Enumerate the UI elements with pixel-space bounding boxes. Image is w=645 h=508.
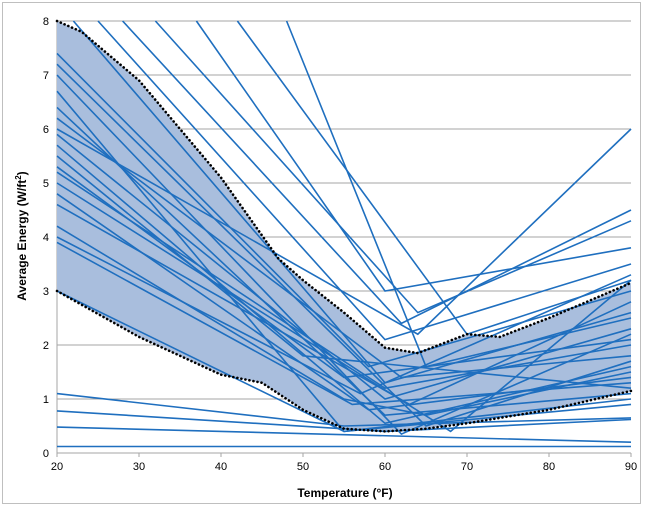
series-line	[56, 241, 632, 406]
series-line	[97, 20, 632, 341]
series-line	[56, 236, 632, 395]
series-line	[56, 182, 632, 433]
series-line	[122, 20, 632, 325]
y-tick-label: 6	[43, 124, 49, 136]
y-tick-label: 4	[43, 232, 49, 244]
series-line	[56, 90, 632, 433]
x-tick-label: 50	[297, 461, 309, 473]
x-tick-label: 90	[625, 461, 637, 473]
series-line	[56, 74, 632, 436]
series-line	[56, 392, 632, 427]
upper-bound-line	[55, 19, 633, 355]
y-tick-label: 1	[43, 394, 49, 406]
range-band	[57, 21, 631, 432]
series-line	[56, 106, 632, 417]
x-axis-title: Temperature (°F)	[297, 486, 392, 500]
series-line	[56, 144, 632, 425]
series-line	[154, 20, 632, 314]
x-tick-label: 30	[133, 461, 145, 473]
y-tick-label: 8	[43, 16, 49, 28]
y-axis-title: Average Energy (W/ft2)	[14, 171, 29, 300]
series-line	[56, 128, 632, 336]
series-line	[56, 155, 632, 389]
y-tick-label: 5	[43, 178, 49, 190]
x-tick-label: 40	[215, 461, 227, 473]
x-tick-label: 70	[461, 461, 473, 473]
y-tick-label: 0	[43, 448, 49, 460]
y-axis-title-main: Average Energy (W/ft	[15, 180, 29, 301]
x-tick-label: 80	[543, 461, 555, 473]
y-tick-label: 3	[43, 286, 49, 298]
y-axis-title-end: )	[15, 171, 29, 175]
x-tick-label: 20	[51, 461, 63, 473]
series-line	[56, 52, 632, 368]
lower-bound-line	[55, 289, 633, 433]
series-line	[195, 20, 632, 292]
y-axis-title-sup: 2	[14, 175, 23, 180]
series-line	[56, 133, 632, 400]
y-tick-labels: 0 1 2 3 4 5 6 7 8	[43, 16, 49, 460]
y-tick-label: 2	[43, 340, 49, 352]
y-tick-label: 7	[43, 70, 49, 82]
series-line	[56, 166, 632, 379]
x-tick-labels: 20 30 40 50 60 70 80 90	[51, 461, 637, 473]
x-tick-label: 60	[379, 461, 391, 473]
series-lines	[56, 20, 632, 448]
series-line	[56, 426, 632, 443]
